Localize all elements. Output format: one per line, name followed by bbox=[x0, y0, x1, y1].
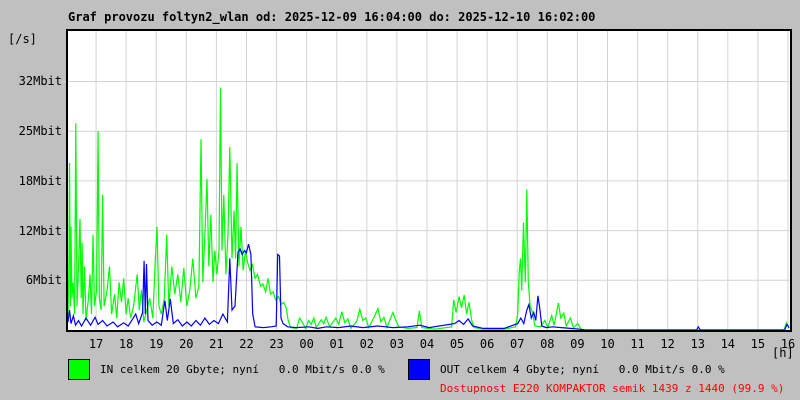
legend-in: IN celkem 20 Gbyte; nyní 0.0 Mbit/s 0.0 … bbox=[68, 359, 398, 381]
series-in bbox=[67, 87, 790, 331]
x-tick-label: 14 bbox=[720, 337, 736, 351]
x-tick-label: 15 bbox=[750, 337, 766, 351]
x-tick-label: 18 bbox=[118, 337, 134, 351]
x-axis-unit-label: [h] bbox=[772, 346, 794, 360]
y-tick-label: 18Mbit bbox=[18, 173, 62, 188]
availability-status-text: Dostupnost E220 KOMPAKTOR semik 1439 z 1… bbox=[440, 382, 785, 395]
x-tick-label: 10 bbox=[600, 337, 615, 351]
graph-title: Graf provozu foltyn2_wlan od: 2025-12-09… bbox=[68, 10, 596, 24]
y-tick-label: 6Mbit bbox=[25, 273, 62, 288]
x-tick-label: 19 bbox=[149, 337, 164, 351]
x-tick-label: 00 bbox=[299, 337, 314, 351]
legend-out: OUT celkem 4 Gbyte; nyní 0.0 Mbit/s 0.0 … bbox=[408, 359, 768, 381]
x-tick-label: 03 bbox=[389, 337, 405, 351]
in-series-swatch bbox=[68, 359, 90, 380]
x-tick-label: 12 bbox=[660, 337, 675, 351]
out-series-swatch bbox=[408, 359, 430, 380]
x-tick-label: 22 bbox=[239, 337, 254, 351]
x-tick-label: 23 bbox=[269, 337, 284, 351]
x-tick-label: 04 bbox=[419, 337, 435, 351]
y-tick-label: 32Mbit bbox=[18, 74, 62, 89]
x-tick-label: 21 bbox=[209, 337, 224, 351]
x-tick-label: 08 bbox=[540, 337, 555, 351]
y-tick-label: 25Mbit bbox=[18, 124, 62, 139]
x-tick-label: 11 bbox=[630, 337, 645, 351]
x-tick-label: 05 bbox=[449, 337, 465, 351]
series-out bbox=[67, 243, 790, 331]
x-tick-label: 07 bbox=[510, 337, 525, 351]
x-tick-label: 16 bbox=[780, 337, 796, 351]
x-tick-label: 13 bbox=[690, 337, 705, 351]
x-tick-label: 02 bbox=[359, 337, 375, 351]
x-tick-label: 01 bbox=[329, 337, 344, 351]
y-tick-label: 12Mbit bbox=[18, 223, 62, 238]
x-tick-label: 20 bbox=[179, 337, 194, 351]
y-axis-unit-label: [/s] bbox=[8, 32, 37, 46]
in-legend-label: IN celkem 20 Gbyte; nyní 0.0 Mbit/s 0.0 … bbox=[100, 363, 385, 376]
out-legend-label: OUT celkem 4 Gbyte; nyní 0.0 Mbit/s 0.0 … bbox=[440, 363, 725, 376]
x-tick-label: 09 bbox=[570, 337, 585, 351]
x-tick-label: 06 bbox=[479, 337, 495, 351]
x-tick-label: 17 bbox=[88, 337, 104, 351]
